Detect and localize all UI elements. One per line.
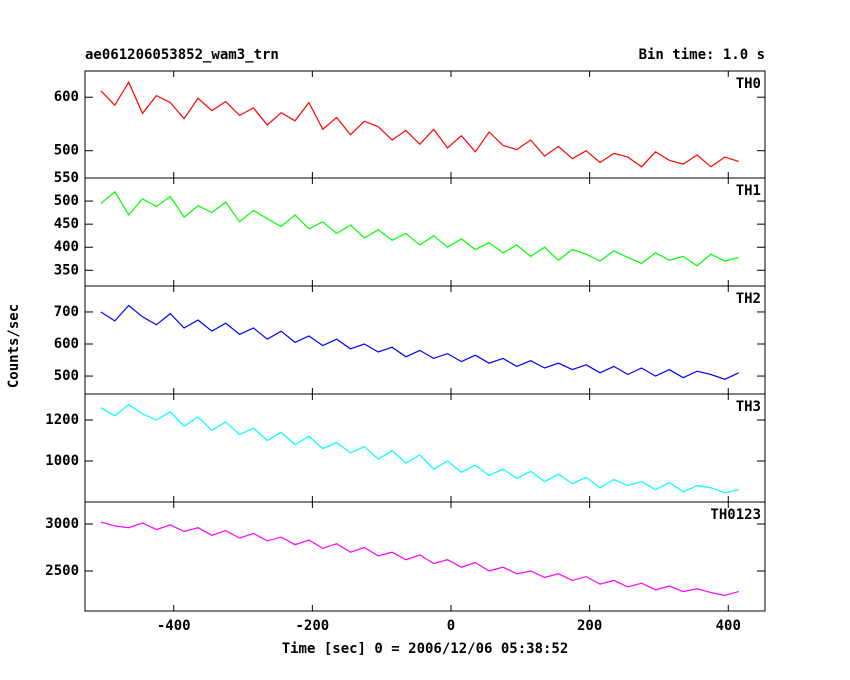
chart-title: ae061206053852_wam3_trn xyxy=(85,47,279,63)
panel-frame xyxy=(84,501,766,612)
y-tick-label: 350 xyxy=(54,262,79,278)
y-tick-label: 500 xyxy=(54,193,79,209)
y-tick-label: 2500 xyxy=(45,563,79,579)
y-tick-label: 550 xyxy=(54,170,79,186)
y-tick-label: 600 xyxy=(54,336,79,352)
y-tick-label: 3000 xyxy=(45,516,79,532)
y-tick-label: 600 xyxy=(54,89,79,105)
light-curve xyxy=(100,304,739,380)
x-tick-label: 0 xyxy=(447,618,455,634)
light-curve xyxy=(100,521,739,597)
y-axis-label: Counts/sec xyxy=(6,304,22,388)
y-tick-label: 400 xyxy=(54,239,79,255)
panel-frame xyxy=(84,177,766,287)
panel-label: TH3 xyxy=(736,399,761,415)
light-curve xyxy=(100,190,739,267)
panel-label: TH0 xyxy=(736,76,761,92)
y-tick-label: 500 xyxy=(54,143,79,159)
panel-label: TH2 xyxy=(736,291,761,307)
x-axis-label: Time [sec] 0 = 2006/12/06 05:38:52 xyxy=(282,641,569,657)
y-tick-label: 1000 xyxy=(45,453,79,469)
x-tick-label: 200 xyxy=(577,618,602,634)
x-tick-label: -400 xyxy=(157,618,191,634)
y-tick-label: 500 xyxy=(54,368,79,384)
y-tick-label: 450 xyxy=(54,216,79,232)
panel-frame xyxy=(84,70,766,179)
bin-time: Bin time: 1.0 s xyxy=(639,47,765,63)
y-tick-label: 1200 xyxy=(45,412,79,428)
y-tick-label: 700 xyxy=(54,304,79,320)
light-curve xyxy=(100,80,739,168)
panel-label: TH1 xyxy=(736,183,761,199)
light-curve xyxy=(100,403,739,494)
x-tick-label: 400 xyxy=(716,618,741,634)
x-tick-label: -200 xyxy=(296,618,330,634)
panel-label: TH0123 xyxy=(710,507,761,523)
panel-frame xyxy=(84,285,766,395)
